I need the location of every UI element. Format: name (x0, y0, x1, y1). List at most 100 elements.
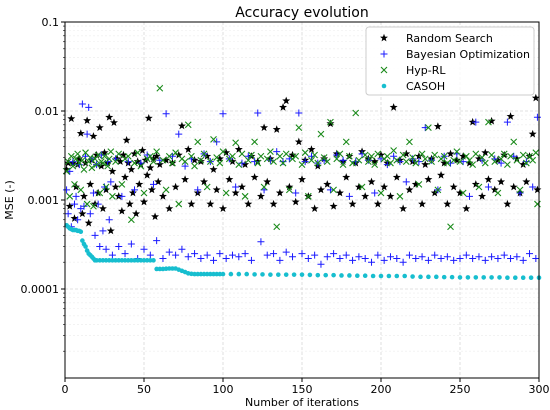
data-point (236, 271, 242, 277)
data-point (124, 152, 132, 160)
data-point (330, 250, 338, 258)
y-tick-label: 0.001 (28, 194, 60, 207)
data-point (191, 250, 199, 258)
data-point (493, 156, 502, 164)
data-point (327, 118, 334, 126)
data-point (83, 200, 91, 208)
data-point (187, 199, 196, 208)
data-point (339, 273, 344, 278)
data-point (342, 138, 350, 146)
data-point (91, 231, 99, 239)
data-point (75, 154, 84, 163)
data-point (349, 159, 356, 167)
data-point (201, 271, 207, 277)
data-point (507, 152, 514, 160)
data-point (425, 124, 432, 132)
x-tick-label: 300 (529, 383, 550, 396)
series-casoh (64, 222, 542, 280)
data-point (279, 103, 288, 111)
data-point (386, 253, 394, 261)
data-point (410, 274, 415, 279)
data-point (154, 266, 159, 272)
data-point (213, 154, 221, 161)
data-point (471, 180, 480, 188)
data-point (178, 245, 186, 253)
data-point (151, 258, 156, 263)
data-point (330, 186, 337, 194)
data-point (370, 157, 379, 166)
data-point (506, 112, 515, 120)
data-point (154, 177, 163, 186)
data-point (129, 258, 134, 263)
data-point (244, 199, 253, 208)
data-point (474, 154, 483, 163)
data-point (172, 251, 180, 259)
data-point (481, 159, 489, 167)
data-point (254, 159, 262, 167)
data-point (141, 258, 147, 263)
data-point (168, 152, 176, 160)
data-point (90, 202, 97, 210)
data-point (418, 150, 426, 158)
data-point (345, 192, 353, 200)
y-axis-label: MSE (-) (3, 180, 16, 219)
data-point (151, 212, 160, 221)
data-point (421, 155, 429, 163)
data-point (256, 192, 265, 200)
data-point (72, 192, 80, 200)
data-point (82, 152, 90, 160)
data-point (198, 271, 204, 277)
data-point (513, 275, 518, 280)
data-point (532, 149, 540, 157)
data-point (443, 253, 451, 261)
data-point (78, 100, 86, 108)
data-point (481, 256, 489, 264)
data-point (184, 253, 192, 261)
data-point (418, 253, 426, 261)
data-point (162, 186, 170, 194)
legend-marker-x (380, 66, 388, 74)
data-point (263, 251, 271, 259)
data-point (260, 123, 269, 132)
data-point (279, 159, 287, 167)
data-point (504, 161, 511, 168)
data-point (378, 273, 384, 279)
data-point (75, 161, 83, 169)
data-point (310, 204, 319, 213)
data-points (62, 84, 542, 280)
data-point (144, 114, 153, 122)
data-point (393, 156, 401, 164)
data-point (188, 152, 195, 160)
legend-label: Hyp-RL (406, 64, 446, 77)
data-point (494, 189, 502, 197)
data-point (456, 158, 464, 165)
data-point (526, 250, 534, 258)
data-point (93, 161, 100, 168)
data-point (100, 258, 106, 263)
data-point (67, 114, 76, 123)
data-point (216, 250, 224, 258)
data-point (450, 256, 458, 264)
data-point (222, 255, 230, 263)
data-point (130, 149, 139, 158)
data-point (228, 157, 237, 166)
data-point (528, 275, 534, 280)
data-point (128, 188, 137, 197)
data-point (434, 186, 442, 194)
data-point (301, 149, 309, 157)
data-point (83, 244, 88, 249)
data-point (184, 145, 193, 153)
data-point (316, 185, 325, 194)
data-point (528, 129, 537, 138)
data-point (466, 156, 473, 164)
data-point (143, 170, 152, 179)
data-point (171, 182, 180, 191)
data-point (247, 256, 255, 264)
data-point (177, 121, 186, 130)
data-point (97, 258, 103, 263)
data-point (314, 159, 322, 167)
data-point (285, 182, 294, 191)
data-point (497, 159, 505, 167)
data-point (412, 255, 420, 263)
